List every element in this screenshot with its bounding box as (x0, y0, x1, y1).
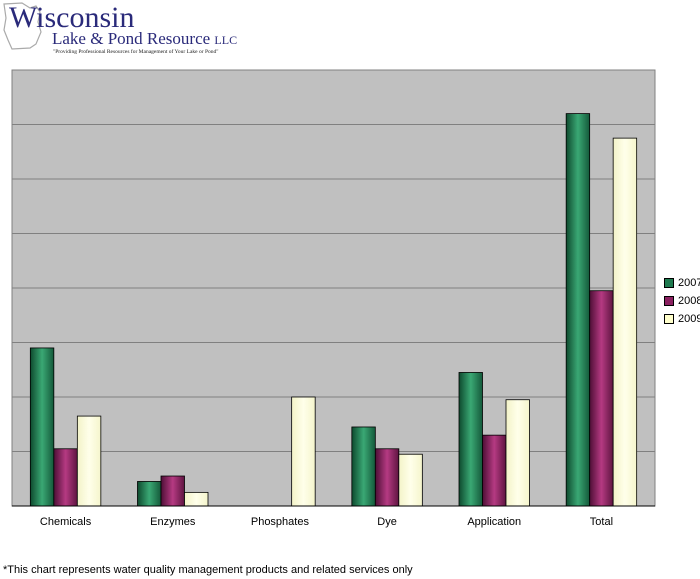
bar-2008-application (482, 434, 507, 507)
logo-tagline: "Providing Professional Resources for Ma… (53, 49, 219, 55)
legend-swatch-2007 (664, 278, 674, 288)
x-tick-label: Phosphates (251, 516, 310, 528)
gridlines (12, 124, 655, 452)
legend: 2007 2008 2009 (664, 274, 700, 328)
x-tick-label: Chemicals (40, 516, 92, 528)
bar-2009-application (505, 399, 530, 507)
legend-label-2007: 2007 (678, 277, 700, 289)
bars (29, 113, 638, 507)
legend-swatch-2009 (664, 314, 674, 324)
legend-item-2009: 2009 (664, 310, 700, 328)
bar-2007-chemicals (29, 347, 55, 507)
bar-2008-chemicals (53, 448, 78, 507)
bar-2007-enzymes (137, 481, 162, 507)
company-logo: Wisconsin Lake & Pond Resource LLC "Prov… (0, 0, 245, 62)
x-tick-label: Application (467, 516, 521, 528)
bar-2009-phosphates (291, 396, 316, 507)
bar-2008-enzymes (160, 475, 185, 507)
bar-2009-enzymes (184, 491, 209, 507)
bar-2009-chemicals (76, 415, 102, 507)
bar-2007-total (565, 113, 591, 507)
bar-2008-total (589, 290, 614, 507)
legend-label-2009: 2009 (678, 313, 700, 325)
x-tick-label: Enzymes (150, 516, 196, 528)
x-axis-labels: Chemicals Enzymes Phosphates Dye Application… (40, 516, 613, 528)
logo-text-wisconsin: Wisconsin (9, 1, 135, 34)
bar-2007-application (458, 372, 483, 507)
legend-item-2007: 2007 (664, 274, 700, 292)
bar-2008-dye (374, 448, 400, 507)
logo-company-name: Lake & Pond Resource (52, 29, 211, 48)
wisconsin-map-icon (3, 2, 42, 50)
bar-2009-total (612, 137, 638, 507)
legend-label-2008: 2008 (678, 295, 700, 307)
x-tick-label: Total (590, 516, 613, 528)
bar-2009-dye (398, 453, 423, 507)
x-tick-label: Dye (377, 516, 397, 528)
bar-2007-dye (351, 426, 376, 507)
footnote: *This chart represents water quality man… (3, 564, 413, 576)
legend-swatch-2008 (664, 296, 674, 306)
logo-company-suffix: LLC (214, 33, 238, 47)
logo-text-company: Lake & Pond Resource LLC (52, 30, 237, 49)
legend-item-2008: 2008 (664, 292, 700, 310)
